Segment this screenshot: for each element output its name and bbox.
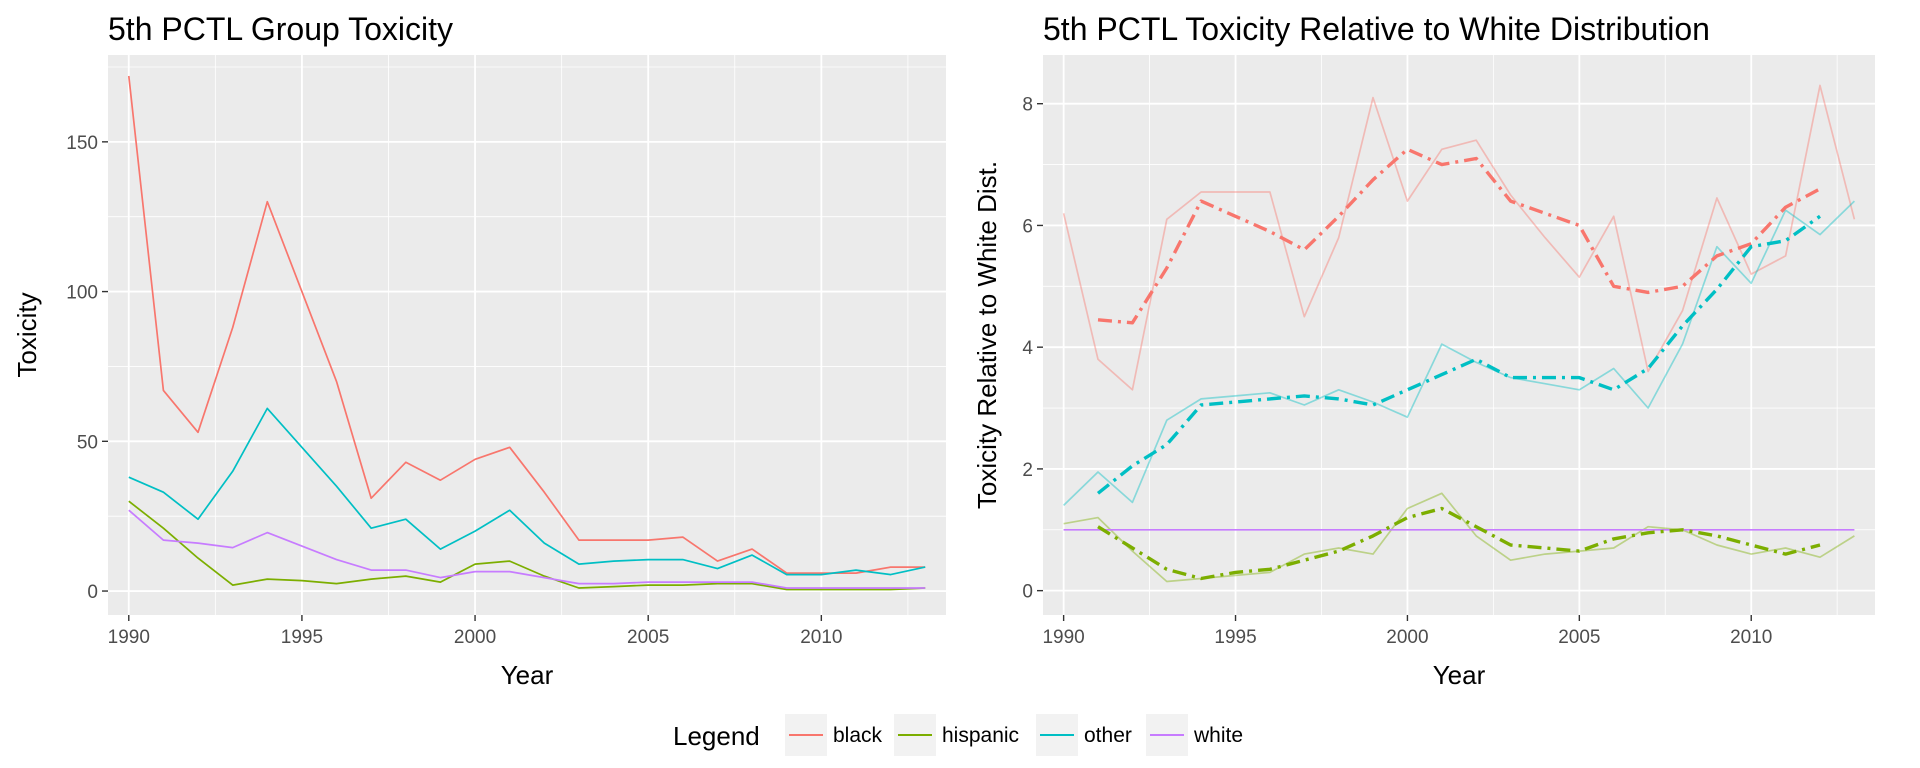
legend-entries: black hispanic other white bbox=[785, 714, 1243, 756]
chart-right-trend-series bbox=[1096, 147, 1821, 581]
chart-right-ticks: 1990 1995 2000 2005 2010 0 2 4 6 8 bbox=[1022, 95, 1772, 648]
chart-right-x-tick-label: 2010 bbox=[1730, 627, 1772, 648]
chart-left-series-white bbox=[128, 509, 926, 589]
chart-right-series-black bbox=[1062, 84, 1856, 391]
chart-right-y-tick-label: 0 bbox=[1022, 582, 1033, 603]
chart-left-series-hispanic bbox=[128, 500, 926, 591]
chart-left-x-tick-label: 1995 bbox=[281, 627, 323, 648]
chart-right-grid bbox=[1043, 55, 1875, 615]
chart-right-trend-hispanic bbox=[1097, 506, 1821, 581]
chart-right-x-tick-label: 2005 bbox=[1558, 627, 1600, 648]
chart-left-x-tick-label: 2010 bbox=[800, 627, 842, 648]
chart-right-y-tick-label: 6 bbox=[1022, 216, 1033, 237]
chart-left-title: 5th PCTL Group Toxicity bbox=[108, 11, 453, 47]
chart-right-plot-area bbox=[1043, 55, 1875, 615]
chart-right-x-axis-title: Year bbox=[1433, 660, 1486, 690]
chart-right-x-tick-label: 1995 bbox=[1214, 627, 1256, 648]
chart-left-x-axis-title: Year bbox=[501, 660, 554, 690]
chart-left-series-other bbox=[128, 407, 926, 576]
chart-left-x-tick-label: 2000 bbox=[454, 627, 496, 648]
chart-left-grid bbox=[108, 55, 946, 615]
chart-right-series-hispanic bbox=[1063, 492, 1855, 583]
legend-label-black: black bbox=[833, 724, 883, 747]
chart-right-x-tick-label: 1990 bbox=[1042, 627, 1084, 648]
chart-left-series-black bbox=[127, 75, 926, 574]
chart-left-ticks: 1990 1995 2000 2005 2010 0 50 100 150 bbox=[66, 133, 842, 648]
chart-left-y-tick-label: 100 bbox=[66, 283, 98, 304]
chart-right-trend-black bbox=[1097, 147, 1821, 325]
legend-label-hispanic: hispanic bbox=[942, 724, 1019, 747]
chart-right-trend-other bbox=[1096, 214, 1821, 495]
chart-left-x-tick-label: 2005 bbox=[627, 627, 669, 648]
chart-left: 5th PCTL Group Toxicity 1990 1995 2000 2005… bbox=[12, 11, 946, 690]
legend-label-other: other bbox=[1084, 724, 1132, 747]
legend-title: Legend bbox=[673, 721, 760, 751]
legend-label-white: white bbox=[1193, 724, 1243, 747]
chart-left-x-tick-label: 1990 bbox=[108, 627, 150, 648]
chart-right-title: 5th PCTL Toxicity Relative to White Dist… bbox=[1043, 11, 1710, 47]
chart-left-y-tick-label: 0 bbox=[87, 582, 98, 603]
chart-right-x-tick-label: 2000 bbox=[1386, 627, 1428, 648]
chart-right-y-tick-label: 8 bbox=[1022, 95, 1033, 116]
chart-left-y-axis-title: Toxicity bbox=[12, 292, 42, 377]
chart-left-plot-area bbox=[108, 55, 946, 615]
legend: Legend black hispanic other white bbox=[673, 714, 1243, 756]
chart-left-series bbox=[127, 75, 926, 591]
chart-right-y-tick-label: 4 bbox=[1022, 338, 1033, 359]
chart-left-y-tick-label: 150 bbox=[66, 133, 98, 154]
chart-right-y-axis-title: Toxicity Relative to White Dist. bbox=[972, 161, 1002, 509]
chart-left-y-tick-label: 50 bbox=[77, 432, 98, 453]
chart-right-y-tick-label: 2 bbox=[1022, 460, 1033, 481]
chart-right: 5th PCTL Toxicity Relative to White Dist… bbox=[972, 11, 1875, 690]
